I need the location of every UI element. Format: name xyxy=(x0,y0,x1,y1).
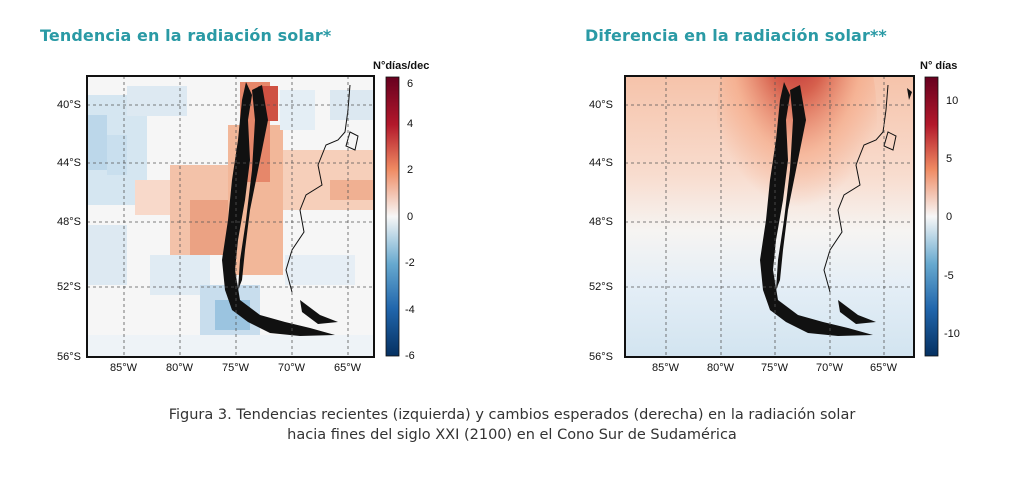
right-colorbar xyxy=(924,76,939,357)
left-lat-tick-44: 44°S xyxy=(57,157,81,169)
right-lat-tick-44: 44°S xyxy=(589,157,613,169)
right-lat-tick-48: 48°S xyxy=(589,216,613,228)
left-colorbar xyxy=(385,76,400,357)
figure-caption-line-2: hacia fines del siglo XXI (2100) en el C… xyxy=(287,427,737,443)
right-lat-tick-52: 52°S xyxy=(589,281,613,293)
left-map xyxy=(86,75,400,358)
right-lat-tick-56: 56°S xyxy=(589,351,613,363)
left-lon-tick-65: 65°W xyxy=(334,362,362,374)
right-cb-tick: 5 xyxy=(946,153,953,165)
left-map-panel: 40°S 44°S 48°S 52°S 56°S 85°W 80°W 75°W … xyxy=(0,0,512,400)
left-lon-tick-75: 75°W xyxy=(222,362,250,374)
left-lat-tick-52: 52°S xyxy=(57,281,81,293)
left-cb-tick: -4 xyxy=(405,304,415,316)
left-cb-tick: 4 xyxy=(407,118,414,130)
right-lon-tick-80: 80°W xyxy=(707,362,735,374)
right-map-panel: 40°S 44°S 48°S 52°S 56°S 85°W 80°W 75°W … xyxy=(512,0,1024,400)
right-cb-tick: -5 xyxy=(944,270,954,282)
left-lat-tick-48: 48°S xyxy=(57,216,81,228)
right-lon-tick-65: 65°W xyxy=(870,362,898,374)
right-map xyxy=(624,75,939,358)
left-cb-tick: 6 xyxy=(407,78,414,90)
right-panel-title: Diferencia en la radiación solar** xyxy=(585,26,887,45)
right-lon-tick-85: 85°W xyxy=(652,362,680,374)
right-lon-tick-70: 70°W xyxy=(816,362,844,374)
left-panel-title: Tendencia en la radiación solar* xyxy=(40,26,332,45)
left-lon-tick-80: 80°W xyxy=(166,362,194,374)
right-colorbar-title: N° días xyxy=(920,60,958,72)
left-lat-tick-56: 56°S xyxy=(57,351,81,363)
left-cb-tick: -6 xyxy=(405,350,415,362)
right-cb-tick: 10 xyxy=(946,95,959,107)
left-cb-tick: 2 xyxy=(407,164,414,176)
right-cb-tick: -10 xyxy=(944,328,960,340)
right-cb-tick: 0 xyxy=(946,211,953,223)
left-lat-tick-40: 40°S xyxy=(57,99,81,111)
left-colorbar-title: N°días/dec xyxy=(373,60,430,72)
right-lon-tick-75: 75°W xyxy=(761,362,789,374)
figure-caption-line-1: Figura 3. Tendencias recientes (izquierd… xyxy=(168,407,856,423)
right-lat-tick-40: 40°S xyxy=(589,99,613,111)
left-lon-tick-70: 70°W xyxy=(278,362,306,374)
left-lon-tick-85: 85°W xyxy=(110,362,138,374)
left-cb-tick: 0 xyxy=(407,211,414,223)
left-cb-tick: -2 xyxy=(405,257,415,269)
